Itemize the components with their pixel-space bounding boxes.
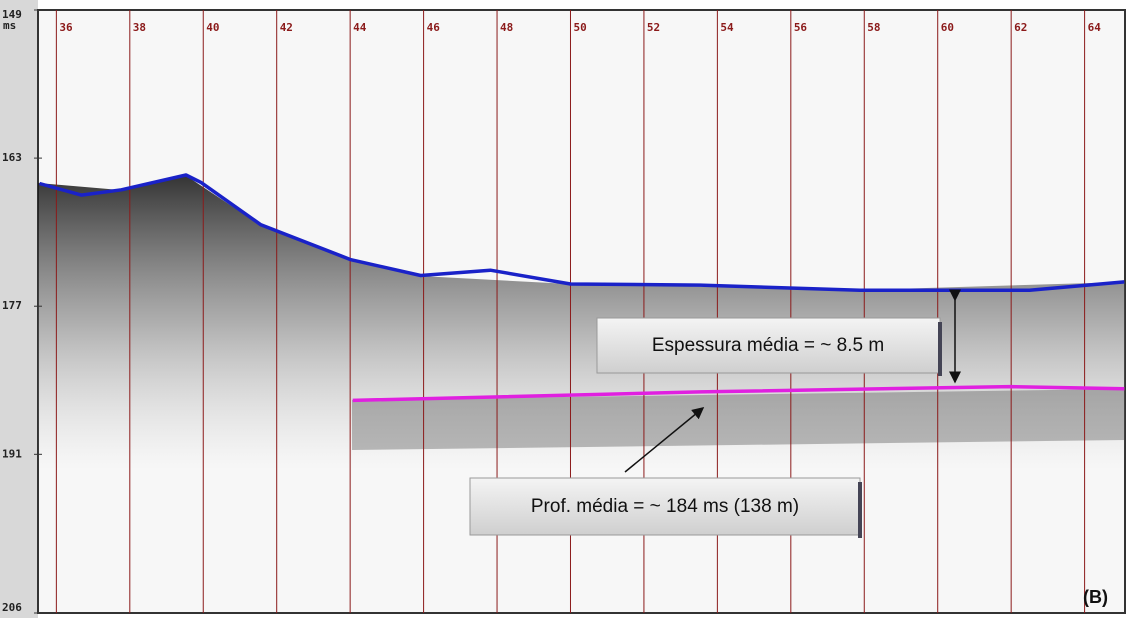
horizon-line	[39, 173, 1125, 293]
y-tick-label: 206	[2, 601, 22, 614]
y-unit: ms	[3, 19, 16, 32]
x-tick-label: 60	[941, 21, 954, 34]
x-tick-label: 54	[720, 21, 734, 34]
x-tick-label: 36	[59, 21, 73, 34]
x-tick-label: 46	[427, 21, 441, 34]
y-tick-label: 177	[2, 299, 22, 312]
panel-label: (B)	[1083, 587, 1108, 607]
x-tick-label: 40	[206, 21, 219, 34]
x-tick-label: 56	[794, 21, 808, 34]
reflector-shading	[352, 389, 1125, 450]
axis-margin	[0, 0, 38, 618]
horizons	[39, 173, 1125, 403]
y-tick-label: 149	[2, 8, 22, 21]
annotation: Espessura média = ~ 8.5 m	[652, 335, 884, 356]
x-tick-label: 58	[867, 21, 880, 34]
annotation: Prof. média = ~ 184 ms (138 m)	[531, 496, 799, 517]
reflector-shading	[38, 175, 1125, 470]
x-tick-label: 50	[573, 21, 586, 34]
x-tick-label: 42	[280, 21, 293, 34]
arrow	[624, 407, 705, 473]
annotation-box	[596, 317, 941, 374]
x-tick-label: 48	[500, 21, 513, 34]
x-tick-label: 38	[133, 21, 146, 34]
x-tick-label: 62	[1014, 21, 1027, 34]
y-tick-label: 191	[2, 447, 22, 460]
horizon-line	[352, 384, 1125, 403]
y-tick-label: 163	[2, 151, 22, 164]
x-tick-label: 64	[1088, 21, 1102, 34]
x-tick-label: 44	[353, 21, 367, 34]
x-tick-label: 52	[647, 21, 660, 34]
